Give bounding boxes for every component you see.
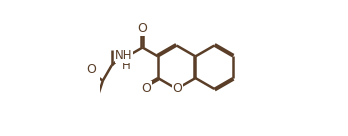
Text: N: N <box>117 50 126 63</box>
Text: O: O <box>173 82 182 95</box>
Text: NH: NH <box>115 49 133 62</box>
Text: O: O <box>137 22 148 35</box>
Text: H: H <box>121 59 130 72</box>
Text: O: O <box>87 63 96 76</box>
Text: O: O <box>142 82 151 95</box>
